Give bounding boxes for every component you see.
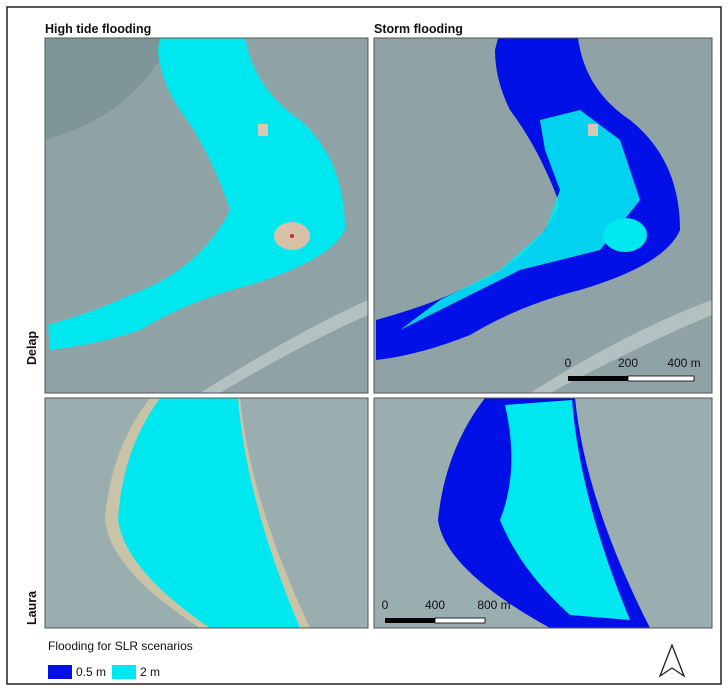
scale-label: 0 (565, 356, 572, 370)
legend-swatch (112, 665, 136, 679)
legend-title: Flooding for SLR scenarios (48, 639, 193, 653)
map-panel (374, 398, 712, 628)
legend-label: 2 m (140, 665, 160, 679)
scale-bar (568, 376, 694, 381)
map-panel (45, 38, 368, 393)
row-title: Laura (25, 590, 39, 625)
map-panel (374, 38, 712, 393)
column-title: Storm flooding (374, 22, 463, 36)
scale-label: 400 m (667, 356, 700, 370)
column-title: High tide flooding (45, 22, 151, 36)
scale-bar (385, 618, 485, 623)
legend-label: 0.5 m (76, 665, 106, 679)
page: High tide flooding Storm flooding Delap … (0, 0, 728, 691)
scale-label: 200 (618, 356, 638, 370)
legend-swatch (48, 665, 72, 679)
scale-label: 0 (382, 598, 389, 612)
row-title: Delap (25, 331, 39, 365)
scale-label: 400 (425, 598, 445, 612)
map-panel (45, 398, 368, 628)
scale-label: 800 m (477, 598, 510, 612)
figure: High tide flooding Storm flooding Delap … (0, 0, 728, 691)
